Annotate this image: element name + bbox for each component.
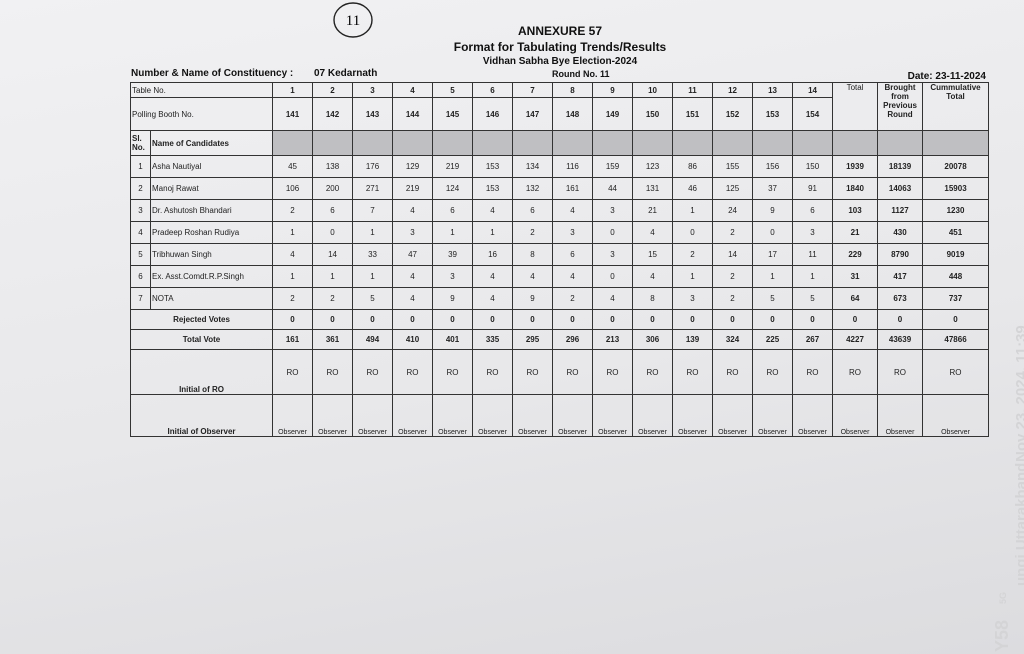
initial-mark: RO <box>632 349 674 395</box>
table-row: 5 Tribhuwan Singh 4 14 33 47 39 16 8 6 3 15 2 14 17 11 2… <box>130 243 990 266</box>
initial-mark: Observer <box>877 394 924 437</box>
initial-mark: Observer <box>632 394 674 437</box>
initial-mark: Observer <box>392 394 434 437</box>
shaded-cell <box>792 130 834 156</box>
initial-mark: Observer <box>512 394 554 437</box>
initial-mark: RO <box>592 349 634 395</box>
initial-mark: RO <box>832 349 879 395</box>
table-row: Total Vote 161 361 494 410 401 335 295 296 213 306… <box>129 329 990 350</box>
stamp-device: Y58 <box>992 620 1012 652</box>
shaded-cell <box>712 130 754 156</box>
initial-mark: Observer <box>792 394 834 437</box>
initial-mark: RO <box>512 349 554 395</box>
subtitle: Format for Tabulating Trends/Results <box>453 40 667 54</box>
brought-label: Brought from Previous Round <box>877 82 924 131</box>
table-row: 4 Pradeep Roshan Rudiya 1 0 1 3 1 1 2 3 0 4 0 2 0 3 21 43… <box>130 221 990 244</box>
initial-mark: Observer <box>712 394 754 437</box>
booth-number: 144 <box>392 97 434 131</box>
initial-mark: Observer <box>352 394 394 437</box>
results-table: Table No. 1 2 3 4 5 6 7 8 9 10 11 12 13 14 Total Brought… <box>129 82 990 437</box>
constituency-label: Number & Name of Constituency : <box>131 68 294 79</box>
date: Date: 23-11-2024 <box>907 71 986 82</box>
initial-mark: Observer <box>672 394 714 437</box>
booth-number: 147 <box>512 97 554 131</box>
constituency: 07 Kedarnath <box>314 68 378 79</box>
shaded-cell <box>632 130 674 156</box>
shaded-cell <box>432 130 474 156</box>
shaded-cell <box>672 130 714 156</box>
table-row: Initial of Observer Observer Observer Obser… <box>129 394 990 437</box>
shaded-cell <box>312 130 354 156</box>
initial-label: Initial of Observer <box>129 394 274 437</box>
booth-label: Polling Booth No. <box>129 97 274 131</box>
initial-mark: Observer <box>752 394 794 437</box>
table-row: 6 Ex. Asst.Comdt.R.P.Singh 1 1 1 4 3 4 4 4 0 4 1 2 1 1 3… <box>130 265 990 288</box>
initial-mark: RO <box>672 349 714 395</box>
election: Vidhan Sabha Bye Election-2024 <box>482 56 638 67</box>
booth-number: 150 <box>632 97 674 131</box>
table-row: 2 Manoj Rawat 106 200 271 219 124 153 132 161 44 13… <box>130 177 990 200</box>
initial-mark: RO <box>792 349 834 395</box>
handwritten-circle <box>333 2 373 38</box>
round: Round No. 11 <box>552 69 610 79</box>
stamp-network: 5G <box>998 592 1008 604</box>
booth-number: 151 <box>672 97 714 131</box>
shaded-cell <box>552 130 594 156</box>
initial-mark: RO <box>877 349 924 395</box>
booth-number: 148 <box>552 97 594 131</box>
shaded-cell <box>832 130 879 156</box>
booth-number: 141 <box>272 97 314 131</box>
table-row: Initial of RO RO RO RO RO RO RO RO RO RO RO RO RO RO R… <box>129 349 990 395</box>
table-row: Polling Booth No. 141 142 143 144 145 146 147 14… <box>129 97 989 131</box>
initial-label: Initial of RO <box>129 349 274 395</box>
title: ANNEXURE 57 <box>517 24 603 38</box>
shaded-cell <box>272 130 314 156</box>
shaded-cell <box>752 130 794 156</box>
total-label: Total <box>832 82 879 131</box>
handwritten-annotation: 11 <box>346 13 360 29</box>
stamp-datetime: Nov 23, 2024, 11:39 <box>1013 325 1024 462</box>
initial-mark: RO <box>392 349 434 395</box>
table-row: Sl. No. Name of Candidates <box>130 130 990 156</box>
shaded-cell <box>877 130 924 156</box>
booth-number: 154 <box>792 97 834 131</box>
initial-mark: RO <box>752 349 794 395</box>
shaded-cell <box>592 130 634 156</box>
shaded-cell <box>352 130 394 156</box>
initial-mark: RO <box>272 349 314 395</box>
booth-number: 152 <box>712 97 754 131</box>
initial-mark: Observer <box>832 394 879 437</box>
initial-mark: Observer <box>272 394 314 437</box>
shaded-cell <box>472 130 514 156</box>
stamp-location: ungi Uttarakhand <box>1013 463 1024 586</box>
cumulative-label: Cummulative Total <box>922 82 990 131</box>
initial-mark: Observer <box>432 394 474 437</box>
initial-mark: Observer <box>922 394 990 437</box>
